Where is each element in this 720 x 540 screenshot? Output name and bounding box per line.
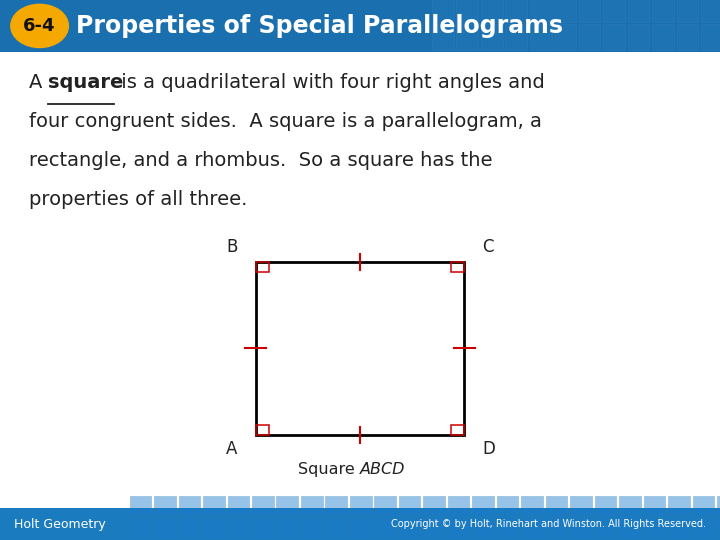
Text: A: A (226, 440, 238, 458)
Bar (570, 496, 592, 515)
Bar (456, 24, 478, 50)
Bar (521, 496, 543, 515)
Bar (505, 0, 527, 22)
Bar (179, 496, 200, 515)
Text: is a quadrilateral with four right angles and: is a quadrilateral with four right angle… (115, 73, 545, 92)
Bar (644, 518, 665, 538)
Bar (579, 0, 600, 22)
Text: C: C (482, 239, 494, 256)
Bar (154, 518, 176, 538)
Text: A: A (29, 73, 48, 92)
Bar (701, 0, 720, 22)
Bar (456, 0, 478, 22)
Bar (203, 496, 225, 515)
Bar (554, 24, 576, 50)
Bar (423, 518, 445, 538)
Bar (668, 496, 690, 515)
Bar (579, 24, 600, 50)
Bar (603, 0, 625, 22)
Bar (252, 518, 274, 538)
Text: Square: Square (298, 462, 360, 477)
Bar (628, 0, 649, 22)
Bar (497, 496, 518, 515)
Bar (451, 262, 464, 272)
Text: B: B (226, 239, 238, 256)
Text: rectangle, and a rhombus.  So a square has the: rectangle, and a rhombus. So a square ha… (29, 151, 492, 170)
Bar (481, 0, 503, 22)
Bar (644, 496, 665, 515)
Bar (256, 262, 464, 435)
Bar (652, 24, 674, 50)
Bar (472, 518, 494, 538)
Bar (179, 518, 200, 538)
Text: properties of all three.: properties of all three. (29, 190, 247, 209)
Bar (619, 496, 641, 515)
Bar (570, 518, 592, 538)
Bar (0, 508, 720, 540)
Text: ABCD: ABCD (360, 462, 405, 477)
Bar (374, 496, 396, 515)
Bar (677, 0, 698, 22)
Bar (256, 425, 269, 435)
Bar (546, 518, 567, 538)
Bar (228, 496, 249, 515)
Bar (677, 24, 698, 50)
Bar (521, 518, 543, 538)
Bar (451, 425, 464, 435)
Text: Holt Geometry: Holt Geometry (14, 517, 106, 531)
Bar (701, 24, 720, 50)
Bar (448, 496, 469, 515)
Bar (130, 518, 151, 538)
Bar (276, 518, 298, 538)
Bar (554, 0, 576, 22)
Bar (628, 24, 649, 50)
Bar (595, 518, 616, 538)
Bar (203, 518, 225, 538)
Text: four congruent sides.  A square is a parallelogram, a: four congruent sides. A square is a para… (29, 112, 541, 131)
Bar (448, 518, 469, 538)
Bar (668, 518, 690, 538)
Bar (652, 0, 674, 22)
Bar (423, 496, 445, 515)
Bar (301, 518, 323, 538)
Bar (595, 496, 616, 515)
Text: Properties of Special Parallelograms: Properties of Special Parallelograms (76, 14, 562, 38)
Bar (530, 24, 552, 50)
Circle shape (11, 4, 68, 48)
Bar (374, 518, 396, 538)
Bar (717, 496, 720, 515)
Bar (505, 24, 527, 50)
Bar (399, 496, 420, 515)
Bar (154, 496, 176, 515)
Bar (350, 518, 372, 538)
Bar (228, 518, 249, 538)
Bar (301, 496, 323, 515)
Bar (0, 0, 720, 52)
Bar (399, 518, 420, 538)
Text: 6-4: 6-4 (23, 17, 56, 35)
Text: D: D (482, 440, 495, 458)
Bar (497, 518, 518, 538)
Bar (481, 24, 503, 50)
Bar (717, 518, 720, 538)
Bar (619, 518, 641, 538)
Bar (546, 496, 567, 515)
Bar (530, 0, 552, 22)
Bar (325, 518, 347, 538)
Bar (130, 496, 151, 515)
Bar (276, 496, 298, 515)
Bar (252, 496, 274, 515)
Bar (603, 24, 625, 50)
Bar (432, 24, 454, 50)
Text: square: square (48, 73, 124, 92)
Bar (350, 496, 372, 515)
Bar (472, 496, 494, 515)
Bar (432, 0, 454, 22)
Bar (693, 518, 714, 538)
Bar (325, 496, 347, 515)
Bar (256, 262, 269, 272)
Bar (693, 496, 714, 515)
Text: Copyright © by Holt, Rinehart and Winston. All Rights Reserved.: Copyright © by Holt, Rinehart and Winsto… (391, 519, 706, 529)
